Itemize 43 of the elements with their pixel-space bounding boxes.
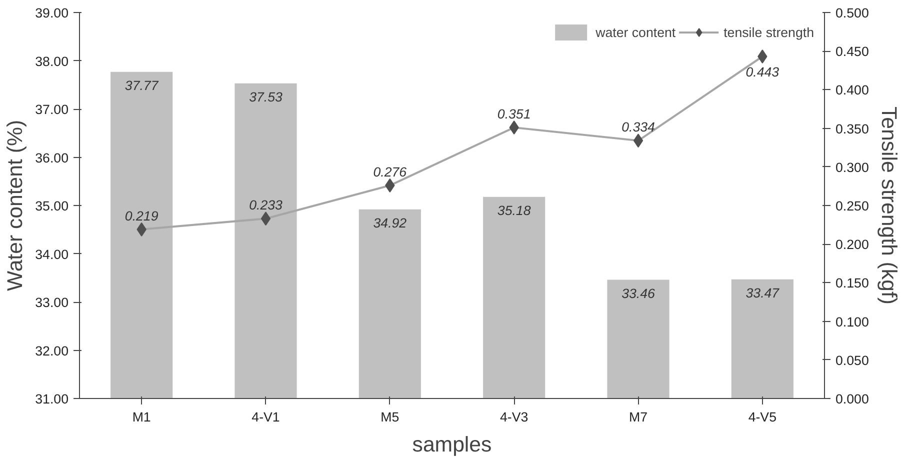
x-axis-title: samples bbox=[412, 432, 492, 456]
y-tick-label: 34.00 bbox=[35, 246, 69, 262]
data-label: 0.351 bbox=[497, 106, 531, 122]
data-label: 33.46 bbox=[622, 286, 656, 301]
x-tick-label: 4-V3 bbox=[500, 410, 528, 424]
y2-tick-label: 0.450 bbox=[836, 44, 869, 60]
y2-tick-label: 0.350 bbox=[836, 121, 869, 136]
y2-tick-label: 0.000 bbox=[836, 392, 869, 406]
y-tick-label: 39.00 bbox=[35, 6, 69, 20]
y2-tick-label: 0.500 bbox=[836, 6, 869, 20]
data-label: 35.18 bbox=[497, 202, 532, 218]
y-tick-label: 31.00 bbox=[35, 392, 69, 406]
x-tick-label: M7 bbox=[628, 410, 648, 424]
y2-tick-label: 0.100 bbox=[836, 314, 869, 330]
x-tick-label: M1 bbox=[132, 410, 151, 424]
y2-tick-label: 0.250 bbox=[836, 198, 869, 214]
data-label: 0.443 bbox=[746, 64, 780, 80]
y2-tick-label: 0.200 bbox=[836, 237, 869, 252]
data-label: 34.92 bbox=[373, 215, 408, 230]
y-tick-label: 38.00 bbox=[35, 54, 69, 69]
y2-axis-title: Tensile strength (kgf) bbox=[876, 106, 901, 304]
y-tick-label: 35.00 bbox=[35, 198, 69, 214]
y2-tick-label: 0.300 bbox=[836, 160, 869, 175]
y-tick-label: 36.00 bbox=[35, 150, 69, 166]
data-label: 37.53 bbox=[249, 89, 284, 104]
y2-tick-label: 0.150 bbox=[836, 276, 869, 291]
y-tick-label: 32.00 bbox=[35, 343, 69, 358]
data-label: 0.219 bbox=[124, 208, 159, 224]
legend-label: tensile strength bbox=[724, 24, 814, 40]
y2-tick-label: 0.050 bbox=[836, 352, 869, 368]
y-tick-label: 33.00 bbox=[35, 295, 69, 310]
y-tick-label: 37.00 bbox=[35, 102, 69, 117]
data-label: 0.334 bbox=[622, 120, 655, 135]
data-label: 0.233 bbox=[249, 198, 284, 213]
y-axis-title: Water content (%) bbox=[3, 120, 28, 292]
data-label: 37.77 bbox=[124, 78, 159, 93]
x-tick-label: 4-V1 bbox=[252, 410, 280, 424]
x-tick-label: 4-V5 bbox=[748, 410, 776, 424]
data-label: 33.47 bbox=[746, 285, 780, 300]
x-tick-label: M5 bbox=[380, 410, 400, 424]
data-label: 0.276 bbox=[373, 164, 408, 180]
legend-label: water content bbox=[596, 24, 676, 40]
y2-tick-label: 0.400 bbox=[836, 82, 869, 98]
